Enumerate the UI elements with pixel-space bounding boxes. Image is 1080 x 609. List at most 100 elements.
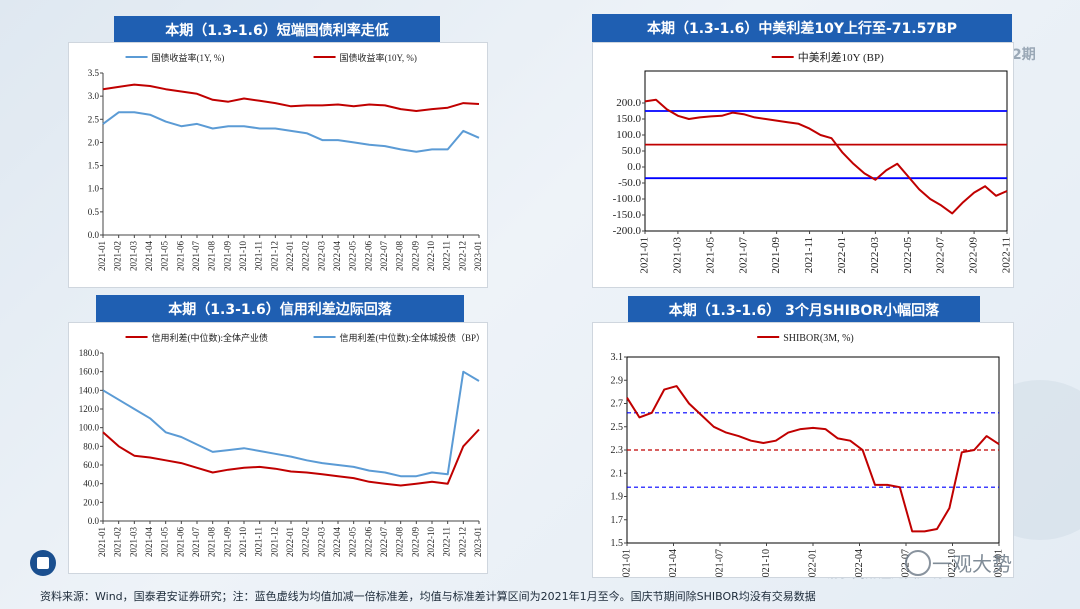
x-tick-label: 2021-10: [238, 241, 248, 271]
x-tick-label: 2022-06: [363, 241, 373, 271]
x-tick-label: 2021-09: [222, 241, 232, 271]
series-line: [626, 385, 1000, 533]
y-tick-label: 2.3: [611, 445, 624, 456]
y-tick-label: 80.0: [83, 441, 99, 451]
series-line: [644, 98, 1008, 215]
y-tick-label: -200.0: [613, 225, 642, 237]
y-tick-label: -150.0: [613, 209, 642, 221]
chart2-svg: 200.0 150.0 100.0 50.0 0.0 -50.0 -100.0 -150.0 -…: [613, 50, 1013, 274]
x-tick-label: 2022-10: [947, 549, 958, 577]
x-tick-label: 2021-06: [175, 241, 185, 271]
x-tick-label: 2021-10: [761, 549, 772, 577]
legend-label: SHIBOR(3M, %): [783, 333, 854, 344]
y-tick-label: -100.0: [613, 193, 642, 205]
chart2-title: 本期（1.3-1.6）中美利差10Y上行至-71.57BP: [592, 14, 1012, 42]
series-line: [102, 370, 480, 478]
y-tick-label: 60.0: [83, 460, 99, 470]
y-tick-label: 150.0: [616, 113, 641, 125]
y-tick-label: 1.9: [611, 492, 624, 503]
x-tick-label: 2021-09: [222, 527, 232, 557]
y-tick-label: 0.5: [88, 207, 100, 217]
source-footnote: 资料来源：Wind，国泰君安证券研究；注：蓝色虚线为均值加减一倍标准差，均值与标…: [40, 590, 816, 603]
x-tick-label: 2021-01: [621, 549, 632, 577]
y-tick-label: 50.0: [622, 145, 642, 157]
x-tick-label: 2021-09: [770, 237, 782, 274]
x-tick-label: 2022-07: [935, 237, 947, 274]
x-tick-label: 2021-12: [269, 527, 279, 557]
chart1-svg: 0.0 0.5 1.0 1.5 2.0 2.5 3.0 3.5 2021-01 2021-02 20…: [88, 52, 483, 271]
x-tick-label: 2021-03: [671, 237, 683, 274]
y-tick-label: 1.5: [611, 538, 624, 549]
y-tick-label: 1.0: [88, 184, 100, 194]
x-tick-label: 2021-07: [191, 527, 201, 557]
x-tick-label: 2021-07: [191, 241, 201, 271]
x-tick-label: 2022-03: [316, 527, 326, 557]
x-tick-label: 2022-04: [332, 527, 342, 557]
x-tick-label: 2022-03: [869, 237, 881, 274]
x-tick-label: 2022-07: [379, 527, 389, 557]
x-tick-label: 2021-03: [128, 527, 138, 557]
x-tick-label: 2022-12: [457, 527, 467, 557]
x-tick-label: 2021-08: [207, 241, 217, 271]
y-tick-label: 1.7: [611, 515, 624, 526]
y-tick-label: 40.0: [83, 479, 99, 489]
y-tick-label: 0.0: [88, 516, 100, 526]
x-tick-label: 2022-06: [363, 527, 373, 557]
x-tick-label: 2021-05: [160, 241, 170, 271]
legend-label: 信用利差(中位数):全体城投债（BP）: [340, 332, 486, 343]
x-tick-label: 2021-05: [704, 237, 716, 274]
x-tick-label: 2023-01: [993, 549, 1004, 577]
x-tick-label: 2021-03: [128, 241, 138, 271]
watermark-text: 一观大势: [900, 548, 1012, 577]
chart4-svg: 1.5 1.7 1.9 2.1 2.3 2.5 2.7 2.9 3.1 2021-01 2021-0…: [611, 333, 1005, 577]
chart1-title: 本期（1.3-1.6）短端国债利率走低: [114, 16, 440, 44]
x-tick-label: 2022-01: [285, 527, 295, 557]
x-tick-label: 2022-04: [854, 549, 865, 577]
x-tick-label: 2022-07: [379, 241, 389, 271]
y-tick-label: 2.7: [611, 399, 624, 410]
x-tick-label: 2021-07: [737, 237, 749, 274]
chart4-shibor: 1.5 1.7 1.9 2.1 2.3 2.5 2.7 2.9 3.1 2021-01 2021-0…: [592, 322, 1014, 578]
legend-label: 国债收益率(1Y, %): [152, 52, 225, 63]
x-tick-label: 2021-11: [254, 527, 264, 557]
y-tick-label: 0.0: [88, 230, 100, 240]
watermark-label: 一观大势: [932, 552, 1012, 576]
x-tick-label: 2022-05: [902, 237, 914, 274]
x-tick-label: 2023-01: [473, 527, 483, 557]
plot-frame: [644, 70, 1008, 232]
y-tick-label: 160.0: [79, 367, 100, 377]
x-tick-label: 2022-10: [426, 241, 436, 271]
x-tick-label: 2022-01: [807, 549, 818, 577]
y-tick-label: 140.0: [79, 385, 100, 395]
x-tick-label: 2021-07: [714, 549, 725, 577]
x-tick-label: 2021-05: [160, 527, 170, 557]
x-tick-label: 2022-02: [301, 527, 311, 557]
ghost-text-right: 2期: [1012, 47, 1036, 63]
x-tick-label: 2021-12: [269, 241, 279, 271]
x-tick-label: 2022-03: [316, 241, 326, 271]
y-tick-label: 100.0: [79, 423, 100, 433]
x-tick-label: 2021-08: [207, 527, 217, 557]
y-tick-label: 2.5: [611, 422, 624, 433]
chart3-credit-spread: 0.0 20.0 40.0 60.0 80.0 100.0 120.0 140.0 160.0 1…: [68, 322, 488, 574]
y-tick-label: 120.0: [79, 404, 100, 414]
y-tick-label: 3.5: [88, 68, 100, 78]
x-tick-label: 2022-10: [426, 527, 436, 557]
x-tick-label: 2022-12: [457, 241, 467, 271]
x-tick-label: 2022-09: [968, 237, 980, 274]
y-tick-label: 3.0: [88, 91, 100, 101]
chart2-china-us-spread: 200.0 150.0 100.0 50.0 0.0 -50.0 -100.0 -150.0 -…: [592, 42, 1014, 288]
y-tick-label: 100.0: [616, 129, 641, 141]
y-tick-label: 20.0: [83, 497, 99, 507]
legend-label: 中美利差10Y (BP): [798, 50, 884, 64]
x-tick-label: 2022-04: [332, 241, 342, 271]
x-tick-label: 2021-04: [144, 241, 154, 271]
x-tick-label: 2021-04: [668, 549, 679, 577]
y-tick-label: 2.9: [611, 375, 624, 386]
y-tick-label: 3.1: [611, 352, 624, 363]
x-tick-label: 2021-06: [175, 527, 185, 557]
x-tick-label: 2022-05: [348, 241, 358, 271]
y-tick-label: 2.1: [611, 468, 624, 479]
x-tick-label: 2021-10: [238, 527, 248, 557]
x-tick-label: 2021-04: [144, 527, 154, 557]
